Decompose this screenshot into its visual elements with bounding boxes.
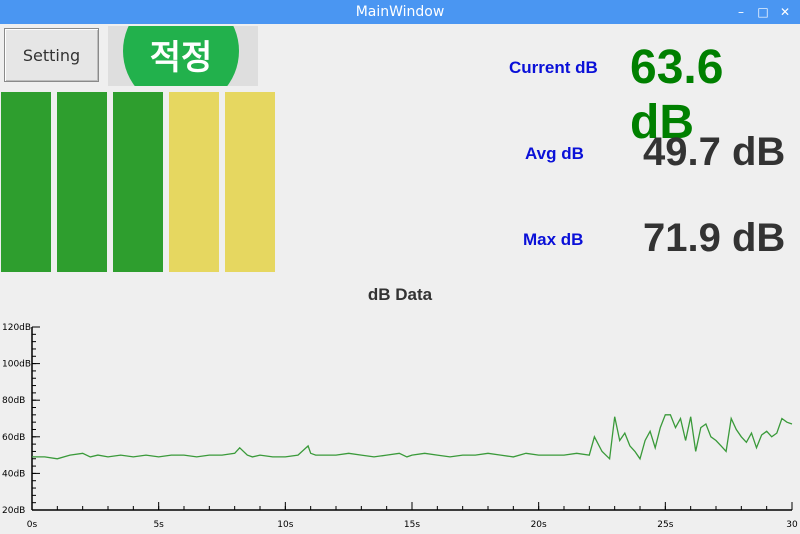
level-segment-4 (169, 92, 219, 272)
close-icon[interactable]: ✕ (779, 5, 791, 19)
level-segment-5 (225, 92, 275, 272)
x-tick-label: 10s (277, 520, 293, 530)
chart-axes (31, 327, 792, 511)
status-circle (123, 26, 239, 86)
y-tick-label: 120dB (2, 323, 31, 333)
x-tick-label: 20s (531, 520, 547, 530)
chart-title: dB Data (367, 285, 433, 304)
setting-button[interactable]: Setting (4, 28, 99, 82)
max-db-value: 71.9 dB (643, 216, 786, 260)
minimize-icon[interactable]: – (738, 5, 744, 19)
status-label: 적정 (149, 38, 213, 78)
y-tick-label: 80dB (2, 396, 25, 406)
status-panel: 적정 (108, 26, 258, 86)
title-bar: MainWindow – □ ✕ (0, 0, 800, 24)
chart-ticks: 20dB 40dB 60dB 80dB 100dB 120dB 0s 5s 10s 15s 20s 2… (2, 323, 798, 530)
x-tick-label: 30 (786, 520, 798, 530)
x-tick-label: 0s (27, 520, 38, 530)
y-tick-label: 20dB (2, 506, 25, 516)
y-tick-label: 100dB (2, 360, 31, 370)
x-tick-label: 15s (404, 520, 420, 530)
level-segment-3 (113, 92, 163, 272)
current-db-label: Current dB (509, 58, 598, 77)
y-tick-label: 60dB (2, 433, 25, 443)
y-tick-label: 40dB (2, 469, 25, 479)
avg-db-label: Avg dB (525, 144, 584, 163)
x-tick-label: 5s (153, 520, 164, 530)
series-line-1 (32, 414, 793, 461)
level-segment-2 (57, 92, 107, 272)
max-db-label: Max dB (523, 230, 584, 249)
x-tick-label: 25s (657, 520, 673, 530)
window-title: MainWindow (355, 4, 445, 20)
chart-series (32, 414, 793, 461)
level-segment-1 (1, 92, 51, 272)
maximize-icon[interactable]: □ (757, 5, 769, 19)
current-db-value: 63.6 dB (630, 41, 724, 149)
avg-db-value: 49.7 dB (643, 130, 786, 174)
